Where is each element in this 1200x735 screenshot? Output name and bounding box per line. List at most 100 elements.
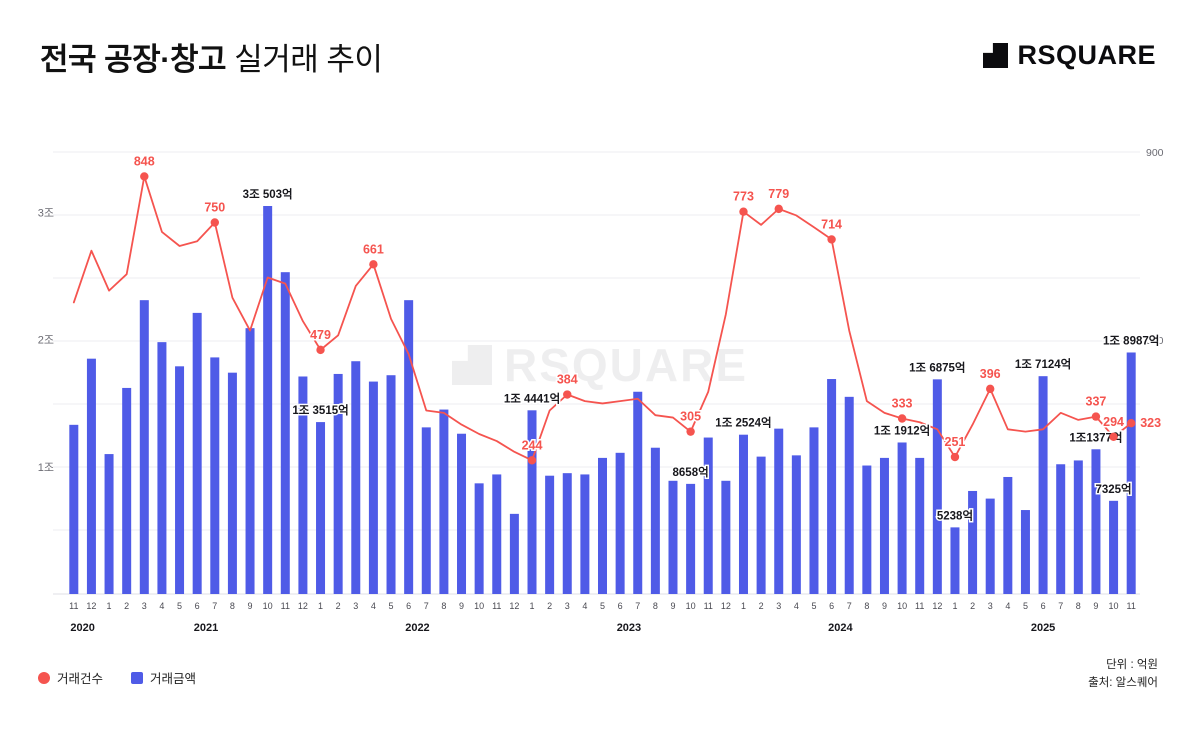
count-point bbox=[140, 172, 149, 181]
x-month-tick: 12 bbox=[509, 601, 519, 611]
amount-label: 7325억 bbox=[1095, 483, 1131, 496]
x-month-tick: 1 bbox=[530, 601, 535, 611]
count-point bbox=[774, 204, 783, 214]
count-point bbox=[739, 207, 748, 216]
amount-bar bbox=[227, 372, 237, 594]
amount-bar bbox=[738, 434, 748, 594]
amount-bar bbox=[615, 452, 625, 594]
amount-bar bbox=[686, 483, 696, 594]
legend: 거래건수 거래금액 bbox=[38, 668, 196, 687]
x-month-tick: 8 bbox=[653, 601, 658, 611]
amount-bar bbox=[897, 442, 907, 594]
amount-bar bbox=[86, 358, 96, 594]
x-month-tick: 6 bbox=[829, 601, 834, 611]
x-year-label: 2023 bbox=[617, 622, 641, 634]
amount-bar bbox=[1020, 510, 1030, 594]
amount-label: 1조 6875억 bbox=[909, 361, 965, 374]
amount-bar bbox=[915, 457, 925, 594]
amount-bar bbox=[192, 312, 202, 594]
y-right-tick: 900 bbox=[1146, 147, 1164, 159]
amount-label: 1조 8987억 bbox=[1103, 334, 1159, 347]
x-year-label: 2020 bbox=[70, 622, 94, 634]
x-month-tick: 12 bbox=[86, 601, 96, 611]
x-month-tick: 10 bbox=[263, 601, 273, 611]
amount-bar bbox=[527, 410, 537, 594]
x-month-tick: 3 bbox=[565, 601, 570, 611]
legend-count-label: 거래건수 bbox=[57, 672, 104, 686]
amount-bar bbox=[827, 379, 837, 594]
amount-bar bbox=[175, 366, 185, 594]
amount-bar bbox=[756, 456, 766, 594]
count-point bbox=[950, 452, 960, 462]
amount-bar bbox=[139, 300, 149, 594]
amount-bar bbox=[721, 480, 731, 594]
count-label: 323 bbox=[1140, 416, 1161, 430]
x-month-tick: 8 bbox=[864, 601, 869, 611]
count-point bbox=[316, 345, 325, 355]
line-series-swatch bbox=[38, 671, 50, 684]
x-month-tick: 5 bbox=[600, 601, 605, 611]
y-right-tick: 500 bbox=[1146, 335, 1164, 347]
x-month-tick: 7 bbox=[424, 601, 429, 611]
amount-bar bbox=[404, 300, 414, 594]
x-month-tick: 2 bbox=[124, 601, 129, 611]
x-month-tick: 6 bbox=[1041, 601, 1046, 611]
count-label: 384 bbox=[557, 373, 578, 387]
count-label: 661 bbox=[363, 242, 384, 256]
x-month-tick: 4 bbox=[582, 601, 587, 611]
amount-bar bbox=[545, 475, 555, 594]
x-month-tick: 3 bbox=[776, 601, 781, 611]
amount-bar bbox=[950, 527, 960, 594]
amount-label: 3조 503억 bbox=[243, 188, 293, 201]
x-month-tick: 2 bbox=[336, 601, 341, 611]
bar-series-swatch bbox=[131, 671, 144, 684]
x-month-tick: 6 bbox=[618, 601, 623, 611]
unit-note: 단위 : 억원 bbox=[1106, 659, 1158, 671]
count-point bbox=[369, 260, 378, 269]
amount-bar bbox=[69, 424, 79, 594]
x-month-tick: 3 bbox=[142, 601, 147, 611]
amount-bar bbox=[509, 513, 519, 594]
x-month-tick: 5 bbox=[811, 601, 816, 611]
watermark-logo-icon bbox=[451, 345, 492, 385]
count-label: 251 bbox=[945, 435, 966, 449]
amount-bar bbox=[580, 474, 590, 594]
amount-bar bbox=[298, 376, 308, 594]
x-month-tick: 8 bbox=[230, 601, 235, 611]
x-month-tick: 2 bbox=[759, 601, 764, 611]
count-point bbox=[527, 456, 537, 465]
x-month-tick: 10 bbox=[686, 601, 696, 611]
count-label: 848 bbox=[134, 154, 155, 168]
x-month-tick: 1 bbox=[741, 601, 746, 611]
x-month-tick: 12 bbox=[932, 601, 942, 611]
x-month-tick: 2 bbox=[547, 601, 552, 611]
x-month-tick: 2 bbox=[970, 601, 975, 611]
x-month-tick: 10 bbox=[474, 601, 484, 611]
x-month-tick: 11 bbox=[69, 601, 78, 611]
count-label: 750 bbox=[204, 201, 225, 215]
count-point bbox=[686, 427, 695, 436]
amount-bar bbox=[633, 391, 643, 594]
x-month-tick: 5 bbox=[1023, 601, 1028, 611]
count-label: 479 bbox=[310, 328, 331, 342]
amount-bar bbox=[1038, 376, 1048, 594]
x-month-tick: 8 bbox=[441, 601, 446, 611]
page-title-light: 실거래 추이 bbox=[234, 42, 383, 77]
amount-bar bbox=[1073, 460, 1083, 594]
amount-label: 8658억 bbox=[673, 466, 709, 479]
x-year-label: 2024 bbox=[828, 622, 853, 634]
amount-bar bbox=[386, 375, 396, 594]
x-month-tick: 12 bbox=[298, 601, 308, 611]
amount-bar bbox=[1003, 476, 1013, 594]
y-left-tick: 1조 bbox=[38, 462, 54, 474]
x-month-tick: 4 bbox=[794, 601, 799, 611]
x-month-tick: 7 bbox=[1058, 601, 1063, 611]
count-label: 773 bbox=[733, 190, 754, 204]
x-month-tick: 3 bbox=[353, 601, 358, 611]
x-month-tick: 8 bbox=[1076, 601, 1081, 611]
amount-label: 1조 7124억 bbox=[1015, 358, 1071, 371]
x-month-tick: 11 bbox=[704, 601, 713, 611]
amount-label: 1조1377억 bbox=[1069, 431, 1122, 444]
count-label: 244 bbox=[522, 438, 543, 452]
